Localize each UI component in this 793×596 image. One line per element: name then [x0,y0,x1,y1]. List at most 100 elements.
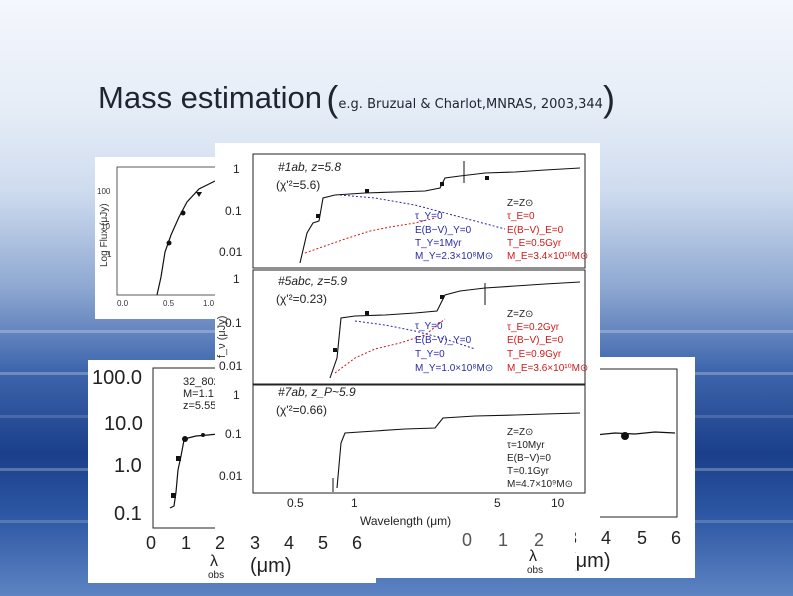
slide-title: Mass estimation (e.g. Bruzual & Charlot,… [98,78,615,120]
title-paren-open: ( [326,78,339,119]
left-bottom-xunit: (μm) [250,555,292,577]
panel-3-ytick-0: 1 [233,388,240,402]
panel-1-point [365,189,369,193]
left-bottom-ytick-2: 1.0 [114,455,142,477]
main-xtick-1: 1 [351,496,358,510]
panel-3-chi: (χ'²=0.66) [276,403,327,417]
left-bottom-ytick-3: 0.1 [114,503,142,525]
left-top-plot: Log Flux (μJy) 100 10 1 0.0 0.5 1.0 [97,166,218,308]
panel-1-young-spectrum [339,194,506,230]
left-top-point [196,192,202,197]
panel-2-point [333,348,337,352]
panel-1-old-line-4: M_E=3.4×10¹⁰M⊙ [507,251,588,262]
panel-1-ytick-2: 0.01 [219,245,243,259]
main-ylabel: f_ν (μJy) [216,316,228,358]
main-xtick-0: 0.5 [287,496,304,510]
panel-1-point [485,176,489,180]
left-bottom-xtick-0: 0 [146,533,156,553]
panel-1-old-spectrum [304,217,436,254]
left-bottom-xtick-1: 1 [181,533,191,553]
panel-3-line-2: E(B−V)=0 [507,453,551,464]
left-bottom-point [182,436,188,442]
panel-2-old-spectrum [334,318,446,374]
panel-2-point [440,295,444,299]
left-bottom-xtick-5: 5 [318,533,328,553]
panel-2-chi: (χ'²=0.23) [276,292,327,306]
panel-3-name: #7ab, z_P~5.9 [278,385,356,399]
left-bottom-xticks: 0 1 2 3 4 5 6 [146,533,362,553]
center-bottom-strip: 0 1 2 λ obs [376,520,575,578]
left-bottom-xtick-2: 2 [215,533,225,553]
left-bottom-xlabel-sub: obs [208,570,224,581]
left-top-ytick-0: 100 [97,187,111,196]
right-bottom-point [621,432,629,440]
right-bottom-xticks: 3 4 5 6 [567,528,681,548]
panel-3-line-1: τ=10Myr [507,440,545,451]
panel-2-young-line-3: M_Y=1.0×10⁸M⊙ [415,363,493,374]
panel-1-total-spectrum [299,167,581,264]
left-top-figure: Log Flux (μJy) 100 10 1 0.0 0.5 1.0 [95,157,225,319]
sed-panel-3: 1 0.1 0.01 #7ab, z_P~5.9 (χ'²=0.66) Z=Z⊙… [219,384,586,494]
left-top-ytick-1: 10 [101,222,110,231]
right-bottom-xtick-5: 5 [637,528,647,548]
panel-1-young-line-2: T_Y=1Myr [415,238,462,249]
center-bottom-axis: 0 1 2 λ obs [462,530,544,576]
sed-panel-1: 1 0.1 0.01 #1ab, z=5.8 (χ'²=5.6) τ_Y=0 E… [219,153,588,269]
main-xtick-2: 5 [494,496,501,510]
panel-2-old-line-0: Z=Z⊙ [507,309,533,320]
panel-1-point [440,182,444,186]
left-top-sed-curve [156,180,216,296]
left-bottom-point [201,433,205,437]
left-bottom-ytick-0: 100.0 [92,367,142,389]
center-bottom-xlabel: λ [529,548,537,565]
main-xlabel: Wavelength (μm) [360,514,451,528]
main-xticks: 0.5 1 5 10 [287,496,565,510]
panel-1-young-line-1: E(B−V)_Y=0 [415,225,472,236]
panel-1-chi: (χ'²=5.6) [276,178,320,192]
panel-2-young-spectrum [354,320,476,350]
left-bottom-point [176,456,181,461]
center-bottom-xtick-0: 0 [462,530,472,550]
panel-3-line-4: M=4.7×10⁹M⊙ [507,479,573,490]
panel-1-old-line-1: τ_E=0 [507,211,535,222]
right-bottom-xtick-3: 3 [575,528,577,548]
main-sed-figure: f_ν (μJy) 1 0.1 0.01 #1ab, z=5.8 (χ'²=5.… [215,143,600,529]
left-bottom-ytick-1: 10.0 [104,413,143,435]
panel-3-ytick-2: 0.01 [219,469,243,483]
right-bottom-xunit: (μm) [575,550,611,572]
panel-2-young-line-1: E(B−V)_Y=0 [415,335,472,346]
left-top-xtick-2: 1.0 [203,299,215,308]
panel-1-ytick-0: 1 [233,162,240,176]
sed-panel-2: 1 0.1 0.01 #5abc, z=5.9 (χ'²=0.23) τ_Y=0… [219,269,588,385]
panel-2-young-line-0: τ_Y=0 [415,321,443,332]
panel-1-name: #1ab, z=5.8 [278,160,341,174]
panel-3-line-0: Z=Z⊙ [507,427,533,438]
title-text: Mass estimation [98,80,322,115]
panel-1-young-line-3: M_Y=2.3×10⁸M⊙ [415,251,493,262]
left-top-xtick-0: 0.0 [117,299,129,308]
panel-2-total-spectrum [329,281,581,379]
center-bottom-xtick-1: 1 [498,530,508,550]
right-bottom-xtick-6: 6 [671,528,681,548]
left-top-point [166,240,172,246]
panel-3-total-spectrum [336,412,581,489]
right-bottom-spectrum [594,431,676,436]
left-top-point [180,210,186,216]
panel-1-young-line-0: τ_Y=0 [415,211,443,222]
panel-2-point [365,311,369,315]
left-bottom-point [171,493,176,498]
panel-1-point [316,214,320,218]
panel-2-old-line-2: E(B−V)_E=0 [507,335,564,346]
panel-3-line-3: T=0.1Gyr [507,466,550,477]
left-bottom-xtick-3: 3 [250,533,260,553]
left-top-ylabel: Log Flux (μJy) [99,203,110,267]
panel-2-old-line-3: T_E=0.9Gyr [507,349,562,360]
panel-2-ytick-1: 0.1 [225,316,242,330]
left-top-ytick-2: 1 [107,250,112,259]
panel-2-old-line-1: τ_E=0.2Gyr [507,322,560,333]
panel-2-young-line-2: T_Y=0 [415,349,445,360]
title-paren-close: ) [602,78,615,119]
center-bottom-xtick-2: 2 [534,530,544,550]
panel-1-old-line-2: E(B−V)_E=0 [507,225,564,236]
center-bottom-xlabel-sub: obs [527,565,543,576]
